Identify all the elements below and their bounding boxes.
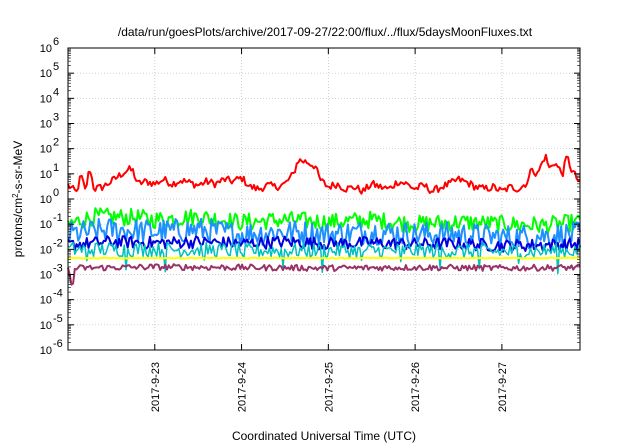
- x-tick-label: 2017-9-26: [410, 362, 422, 412]
- y-tick-label: 10: [40, 345, 52, 357]
- y-tick-label: 10: [40, 93, 52, 105]
- y-axis: 10610510410310210110010-110-210-310-410-…: [40, 36, 580, 357]
- grid: [68, 48, 580, 350]
- y-tick-exponent: -2: [53, 237, 63, 249]
- x-axis-label: Coordinated Universal Time (UTC): [232, 429, 416, 443]
- y-tick-label: 10: [40, 194, 52, 206]
- y-tick-label: 10: [40, 68, 52, 80]
- x-axis: 2017-9-23 2017-9-24 2017-9-25 2017-9-26 2017…: [150, 48, 509, 412]
- y-tick-exponent: -3: [53, 263, 63, 275]
- series-line-2: [67, 217, 581, 251]
- y-tick-exponent: 5: [53, 61, 59, 73]
- y-tick-exponent: -1: [53, 212, 63, 224]
- y-tick-label: 10: [40, 119, 52, 131]
- y-tick-exponent: 1: [53, 162, 59, 174]
- y-tick-exponent: 0: [53, 187, 59, 199]
- y-tick-label: 10: [40, 244, 52, 256]
- y-tick-exponent: 4: [53, 86, 59, 98]
- y-tick-exponent: -4: [53, 288, 63, 300]
- y-tick-label: 10: [40, 295, 52, 307]
- y-tick-exponent: 2: [53, 137, 59, 149]
- y-tick-label: 10: [40, 144, 52, 156]
- x-tick-label: 2017-9-25: [323, 362, 335, 412]
- y-tick-label: 10: [40, 43, 52, 55]
- series-line-5: [67, 256, 580, 260]
- series-line-0: [67, 153, 581, 195]
- chart-title: /data/run/goesPlots/archive/2017-09-27/2…: [118, 25, 533, 39]
- series-line-1: [67, 207, 581, 235]
- series-line-6: [67, 263, 581, 286]
- x-tick-label: 2017-9-24: [237, 362, 249, 412]
- y-tick-label: 10: [40, 320, 52, 332]
- series-group: [67, 153, 581, 286]
- y-tick-label: 10: [40, 270, 52, 282]
- y-tick-exponent: 3: [53, 112, 59, 124]
- y-tick-exponent: -5: [53, 313, 63, 325]
- series-line-4: [67, 241, 581, 275]
- y-tick-label: 10: [40, 169, 52, 181]
- y-tick-exponent: 6: [53, 36, 59, 48]
- x-tick-label: 2017-9-27: [497, 362, 509, 412]
- x-tick-label: 2017-9-23: [150, 362, 162, 412]
- y-tick-label: 10: [40, 219, 52, 231]
- y-axis-label: protons/cm2-s-sr-MeV: [11, 141, 26, 257]
- y-tick-exponent: -6: [53, 338, 63, 350]
